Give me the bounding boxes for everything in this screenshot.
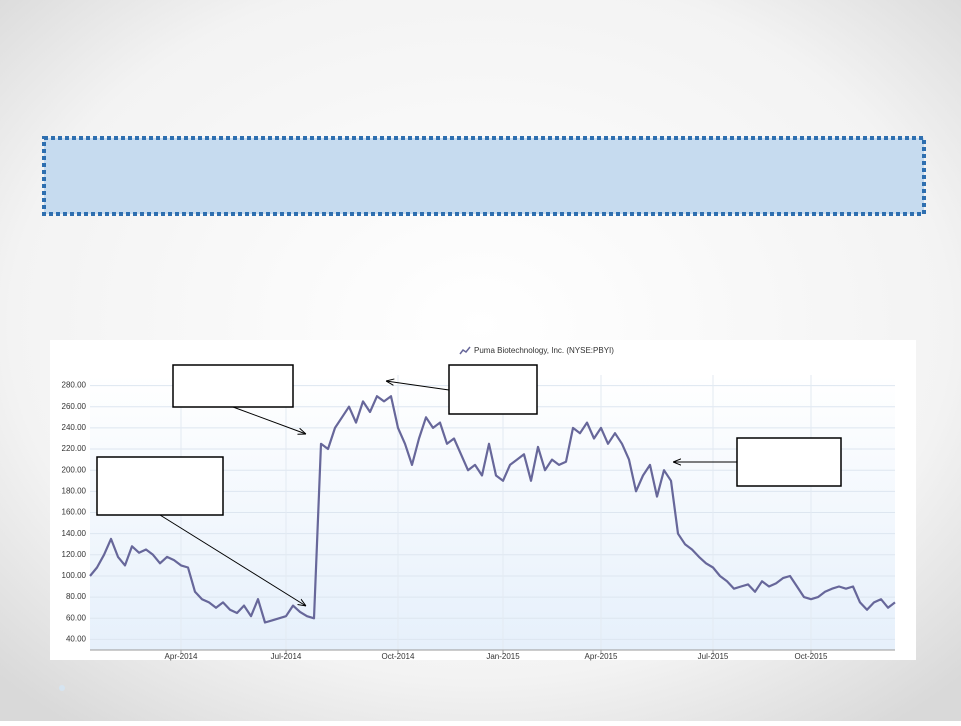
y-tick-label: 260.00 — [62, 402, 87, 411]
y-tick-label: 100.00 — [62, 571, 87, 580]
price-line — [89, 395, 896, 624]
y-tick-label: 120.00 — [62, 550, 87, 559]
x-tick-label: Jul-2015 — [698, 652, 729, 661]
arrow — [232, 406, 306, 434]
y-tick-label: 200.00 — [62, 465, 87, 474]
y-tick-label: 160.00 — [62, 508, 87, 517]
y-tick-label: 40.00 — [66, 635, 87, 644]
y-tick-label: 180.00 — [62, 486, 87, 495]
callout-box — [448, 364, 538, 415]
x-tick-label: Apr-2014 — [165, 652, 198, 661]
x-tick-label: Apr-2015 — [585, 652, 618, 661]
legend-label: Puma Biotechnology, Inc. (NYSE:PBYI) — [474, 346, 614, 355]
callout-box — [96, 456, 224, 516]
x-tick-label: Jul-2014 — [271, 652, 302, 661]
y-tick-label: 220.00 — [62, 444, 87, 453]
x-tick-label: Jan-2015 — [486, 652, 520, 661]
x-tick-label: Oct-2015 — [795, 652, 828, 661]
title-box — [42, 136, 926, 216]
bullet — [59, 685, 65, 691]
callout-box — [736, 437, 842, 487]
y-tick-label: 280.00 — [62, 381, 87, 390]
y-tick-label: 140.00 — [62, 529, 87, 538]
arrow — [386, 381, 450, 391]
y-tick-label: 60.00 — [66, 613, 87, 622]
y-tick-label: 80.00 — [66, 592, 87, 601]
legend-icon — [459, 346, 471, 355]
arrow — [159, 514, 306, 606]
x-tick-label: Oct-2014 — [382, 652, 415, 661]
callout-box — [172, 364, 294, 408]
y-tick-label: 240.00 — [62, 423, 87, 432]
callouts — [96, 364, 842, 606]
